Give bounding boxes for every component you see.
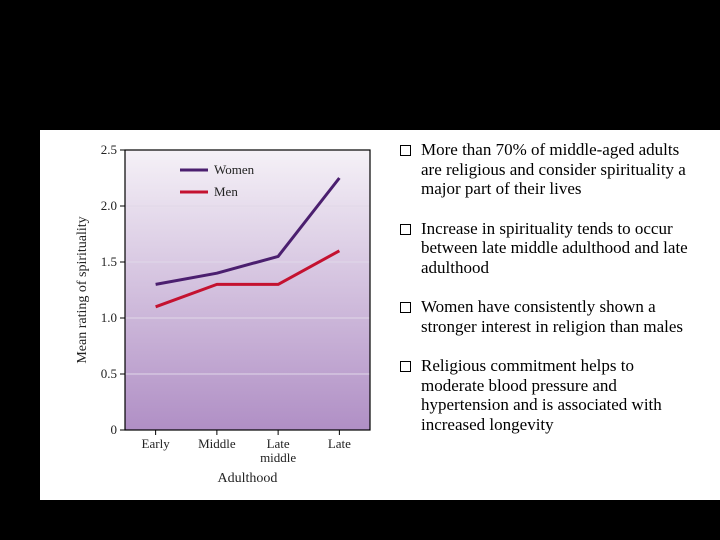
y-axis-title: Mean rating of spirituality (75, 216, 90, 363)
bullet-text: Women have consistently shown a stronger… (421, 297, 690, 336)
svg-text:Early: Early (142, 436, 171, 451)
bullet-marker-icon (400, 361, 411, 372)
svg-text:Late: Late (328, 436, 351, 451)
svg-text:0.5: 0.5 (101, 366, 117, 381)
svg-text:1.5: 1.5 (101, 254, 117, 269)
bullet-text: Increase in spirituality tends to occur … (421, 219, 690, 278)
bullet-item: More than 70% of middle-aged adults are … (400, 140, 690, 199)
svg-text:2.0: 2.0 (101, 198, 117, 213)
spirituality-chart: 00.51.01.52.02.5 EarlyMiddleLatemiddleLa… (70, 140, 380, 500)
bullet-item: Women have consistently shown a stronger… (400, 297, 690, 336)
svg-text:2.5: 2.5 (101, 142, 117, 157)
bullet-panel: More than 70% of middle-aged adults are … (385, 130, 720, 500)
bullet-item: Increase in spirituality tends to occur … (400, 219, 690, 278)
svg-text:0: 0 (111, 422, 118, 437)
x-axis-title: Adulthood (218, 471, 278, 486)
svg-text:Women: Women (214, 162, 255, 177)
bullet-marker-icon (400, 302, 411, 313)
svg-text:Men: Men (214, 184, 238, 199)
svg-text:Middle: Middle (198, 436, 236, 451)
slide: 00.51.01.52.02.5 EarlyMiddleLatemiddleLa… (0, 0, 720, 540)
svg-text:Late: Late (267, 436, 290, 451)
svg-text:middle: middle (260, 450, 296, 465)
bullet-marker-icon (400, 224, 411, 235)
bullet-text: Religious commitment helps to moderate b… (421, 356, 690, 434)
chart-panel: 00.51.01.52.02.5 EarlyMiddleLatemiddleLa… (40, 130, 385, 500)
svg-text:1.0: 1.0 (101, 310, 117, 325)
bullet-marker-icon (400, 145, 411, 156)
bullet-text: More than 70% of middle-aged adults are … (421, 140, 690, 199)
bullet-item: Religious commitment helps to moderate b… (400, 356, 690, 434)
